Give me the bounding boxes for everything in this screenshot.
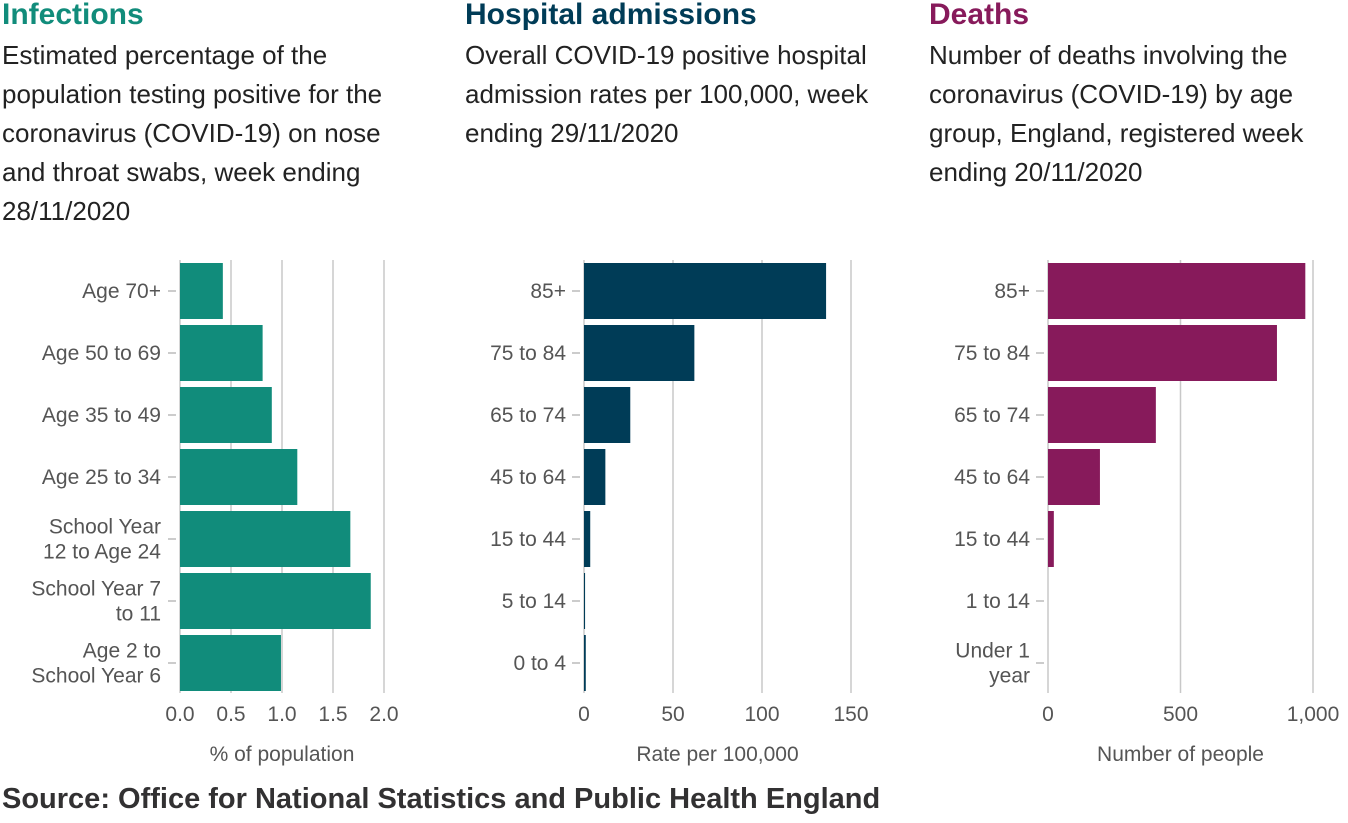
hospital-admissions-tick-label: 100: [744, 703, 779, 726]
infections-tick-label: 1.5: [318, 703, 347, 726]
infections-bar: [180, 511, 351, 567]
hospital-admissions-bar: [584, 449, 606, 505]
infections-tick-label: 0.5: [216, 703, 245, 726]
hospital-admissions-header: Hospital admissions Overall COVID-19 pos…: [465, 0, 885, 153]
hospital-admissions-category-label: 75 to 84: [490, 342, 566, 365]
deaths-category-label: 45 to 64: [954, 466, 1030, 489]
deaths-tick-label: 0: [1042, 703, 1054, 726]
infections-title: Infections: [2, 0, 144, 31]
deaths-axis-label: Number of people: [1097, 743, 1264, 766]
deaths-category-label: 85+: [994, 280, 1030, 303]
deaths-title: Deaths: [929, 0, 1030, 31]
hospital-admissions-subtitle: Overall COVID-19 positive hospital admis…: [465, 40, 869, 148]
deaths-chart: 85+ 75 to 84 65 to 74 45 to 64 15 to 44 1 to …: [954, 260, 1339, 766]
hospital-admissions-category-label: 15 to 44: [490, 528, 566, 551]
deaths-category-label: 1 to 14: [966, 590, 1031, 613]
hospital-admissions-bar: [584, 387, 631, 443]
infections-category-label: Age 50 to 69: [42, 342, 161, 365]
infections-bar: [180, 387, 272, 443]
hospital-admissions-tick-label: 50: [661, 703, 684, 726]
infections-chart: Age 70+ Age 50 to 69 Age 35 to 49 Age 25 to…: [31, 260, 399, 766]
hospital-admissions-bar: [584, 325, 695, 381]
infections-bar: [180, 635, 281, 691]
infections-bar: [180, 573, 371, 629]
hospital-admissions-bar: [584, 573, 586, 629]
source-note: Source: Office for National Statistics a…: [2, 783, 881, 815]
infections-header: Infections Estimated percentage of the p…: [2, 0, 422, 231]
infections-bar: [180, 325, 263, 381]
hospital-admissions-bar: [584, 263, 827, 319]
infections-category-label: School Year 12 to Age 24: [43, 516, 161, 564]
deaths-tick-label: 1,000: [1287, 703, 1340, 726]
hospital-admissions-axis-label: Rate per 100,000: [636, 743, 798, 766]
infections-category-label: Age 2 to School Year 6: [31, 640, 161, 688]
deaths-bar: [1048, 511, 1054, 567]
deaths-category-label: Under 1 year: [955, 640, 1030, 688]
deaths-category-label: 15 to 44: [954, 528, 1030, 551]
infections-tick-label: 0.0: [165, 703, 194, 726]
infections-bar: [180, 263, 223, 319]
infections-bar: [180, 449, 298, 505]
hospital-admissions-category-label: 85+: [530, 280, 566, 303]
hospital-admissions-tick-label: 150: [833, 703, 868, 726]
hospital-admissions-title: Hospital admissions: [465, 0, 757, 31]
deaths-bar: [1048, 449, 1100, 505]
deaths-subtitle: Number of deaths involving the coronavir…: [929, 40, 1304, 187]
hospital-admissions-category-label: 5 to 14: [502, 590, 567, 613]
deaths-bar: [1048, 387, 1156, 443]
infections-tick-label: 2.0: [369, 703, 398, 726]
hospital-admissions-bar: [584, 511, 591, 567]
deaths-category-label: 75 to 84: [954, 342, 1030, 365]
infections-axis-label: % of population: [210, 743, 355, 766]
deaths-header: Deaths Number of deaths involving the co…: [929, 0, 1348, 192]
hospital-admissions-bar: [584, 635, 586, 691]
infections-category-label: Age 70+: [82, 280, 161, 303]
deaths-category-label: 65 to 74: [954, 404, 1030, 427]
hospital-admissions-tick-label: 0: [578, 703, 590, 726]
infections-subtitle: Estimated percentage of the population t…: [2, 40, 383, 226]
infections-tick-label: 1.0: [267, 703, 296, 726]
hospital-admissions-category-label: 0 to 4: [513, 652, 566, 675]
infections-category-label: Age 35 to 49: [42, 404, 161, 427]
infections-category-label: Age 25 to 34: [42, 466, 161, 489]
deaths-tick-label: 500: [1163, 703, 1198, 726]
infections-category-label: School Year 7 to 11: [31, 578, 161, 626]
hospital-admissions-category-label: 65 to 74: [490, 404, 566, 427]
hospital-admissions-category-label: 45 to 64: [490, 466, 566, 489]
deaths-bar: [1048, 325, 1277, 381]
hospital-admissions-chart: 85+ 75 to 84 65 to 74 45 to 64 15 to 44 5 to …: [490, 260, 869, 766]
deaths-bar: [1048, 263, 1306, 319]
